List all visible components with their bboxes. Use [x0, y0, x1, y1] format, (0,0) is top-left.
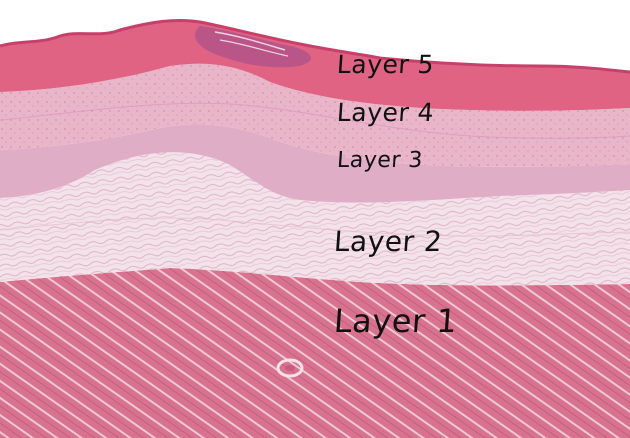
layer4-band-region [0, 63, 630, 167]
layer-2-label: Layer 2 [332, 225, 444, 258]
layer-4-label: Layer 4 [335, 98, 436, 127]
layer1-muscle-region [0, 268, 630, 438]
layer3-band-region [0, 124, 630, 203]
layer-1-label: Layer 1 [332, 302, 459, 340]
layer-3-label: Layer 3 [336, 148, 424, 173]
layer-5-label: Layer 5 [335, 50, 436, 79]
layer2-loose-tissue-region [0, 152, 630, 286]
layer5-surface-region [0, 20, 630, 111]
